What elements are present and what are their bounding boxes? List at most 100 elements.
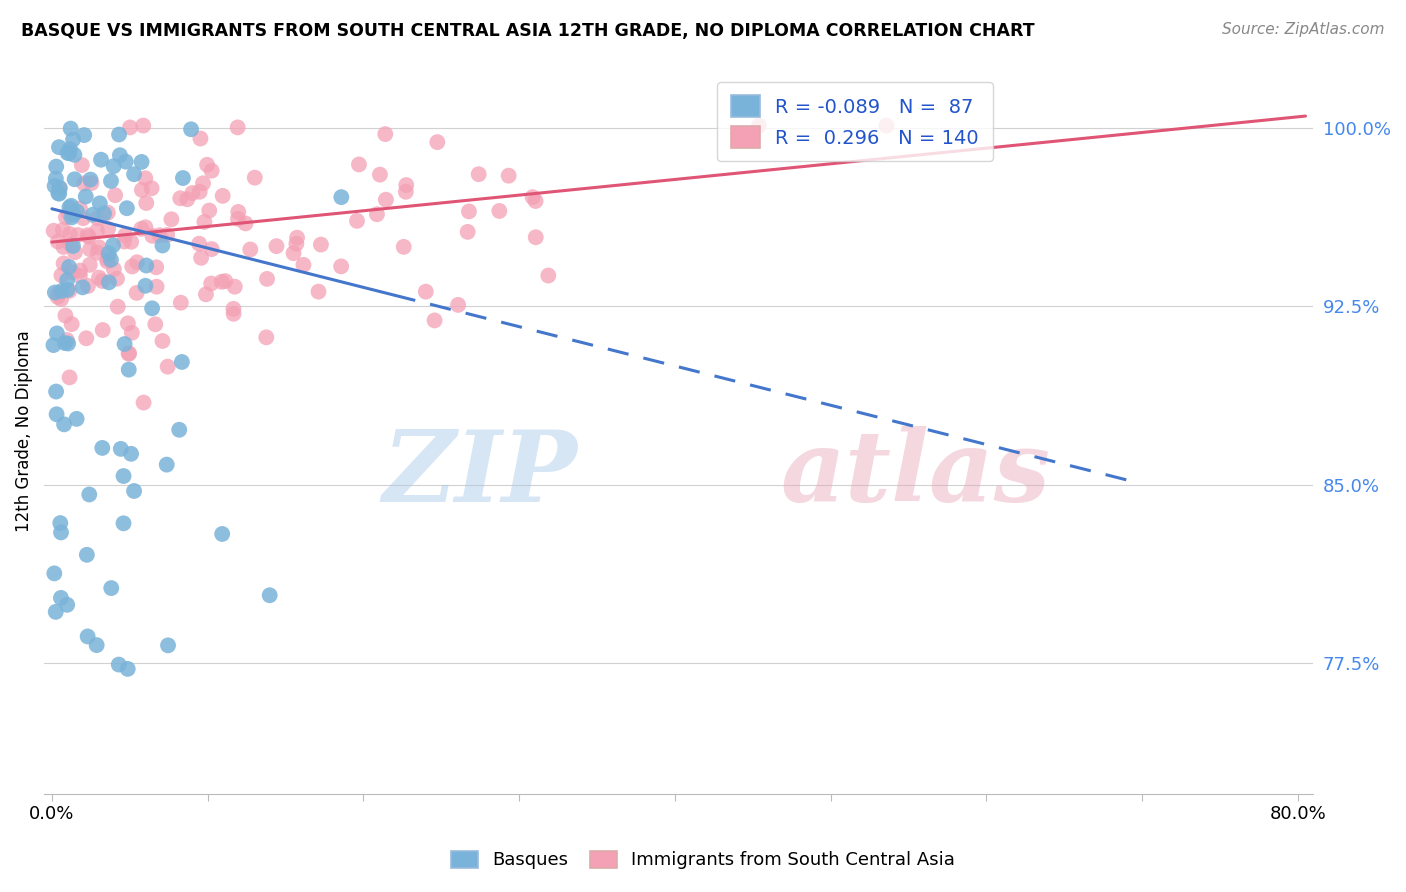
Point [875,119,897,133]
Point [132,119,155,133]
Point [62,132,84,146]
Point [201,163,224,178]
Point [51,268,73,283]
Point [77,229,100,244]
Point [120,235,142,249]
Point [160,212,183,227]
Point [103,159,125,173]
Point [49,181,72,195]
Point [170,355,193,369]
Point [58,370,80,384]
Point [423,313,446,327]
Point [108,128,131,142]
Point [69,268,91,283]
Point [211,189,233,203]
Point [110,442,132,456]
Point [522,190,544,204]
Point [415,285,437,299]
Point [82,208,104,222]
Point [193,215,215,229]
Point [125,255,148,269]
Point [194,287,217,301]
Legend: Basques, Immigrants from South Central Asia: Basques, Immigrants from South Central A… [441,842,965,879]
Point [66,227,89,242]
Legend: R = -0.089   N =  87, R =  0.296   N = 140: R = -0.089 N = 87, R = 0.296 N = 140 [717,82,993,161]
Point [226,211,249,226]
Point [87,245,110,260]
Point [104,188,127,202]
Point [135,259,157,273]
Point [200,277,222,291]
Point [60,317,83,331]
Text: BASQUE VS IMMIGRANTS FROM SOUTH CENTRAL ASIA 12TH GRADE, NO DIPLOMA CORRELATION : BASQUE VS IMMIGRANTS FROM SOUTH CENTRAL … [21,22,1035,40]
Point [457,225,479,239]
Point [141,181,163,195]
Point [226,120,249,135]
Point [285,230,308,244]
Point [62,207,84,221]
Point [46,290,69,304]
Point [118,120,141,135]
Point [87,270,110,285]
Point [60,211,83,225]
Point [214,274,236,288]
Point [107,657,129,672]
Point [211,527,233,541]
Point [114,228,136,243]
Point [44,566,66,581]
Point [191,176,214,190]
Point [118,346,141,360]
Point [56,336,79,351]
Point [188,185,211,199]
Point [366,207,388,221]
Point [285,236,308,251]
Point [131,183,153,197]
Point [48,181,70,195]
Point [59,227,82,241]
Point [45,384,67,399]
Point [211,275,233,289]
Point [134,220,156,235]
Point [72,211,94,226]
Point [243,170,266,185]
Point [117,662,139,676]
Point [101,238,124,252]
Point [45,326,67,341]
Point [79,258,101,272]
Point [60,199,83,213]
Point [132,395,155,409]
Point [58,260,80,274]
Point [59,237,82,252]
Point [222,301,245,316]
Point [447,298,470,312]
Point [97,205,120,219]
Point [112,516,135,531]
Point [135,196,157,211]
Point [152,238,174,252]
Point [80,176,103,190]
Point [55,211,77,225]
Point [65,412,87,426]
Text: atlas: atlas [780,426,1050,523]
Point [70,158,93,172]
Point [524,194,547,208]
Point [157,638,180,652]
Point [195,158,218,172]
Point [58,284,80,298]
Point [141,228,163,243]
Point [134,278,156,293]
Point [77,279,100,293]
Point [49,292,72,306]
Point [201,242,224,256]
Text: ZIP: ZIP [382,426,576,523]
Point [121,260,143,274]
Point [426,135,449,149]
Point [374,127,396,141]
Point [44,178,66,193]
Point [498,169,520,183]
Point [224,279,246,293]
Point [100,252,122,267]
Point [66,204,89,219]
Point [149,228,172,243]
Point [97,222,120,236]
